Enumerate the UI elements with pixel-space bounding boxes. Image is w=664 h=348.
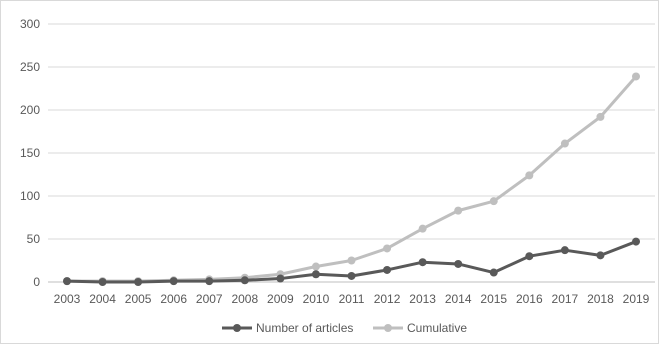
data-point-number-of-articles: [347, 271, 356, 280]
data-point-cumulative: [489, 197, 498, 206]
data-point-number-of-articles: [560, 246, 569, 255]
x-tick-label: 2007: [196, 292, 223, 306]
data-point-cumulative: [454, 206, 463, 215]
y-tick-label: 50: [27, 232, 41, 246]
data-point-number-of-articles: [596, 251, 605, 260]
legend-label-number-of-articles: Number of articles: [256, 321, 353, 335]
data-point-number-of-articles: [418, 258, 427, 267]
data-point-cumulative: [418, 224, 427, 233]
x-tick-label: 2006: [160, 292, 187, 306]
data-point-number-of-articles: [240, 276, 249, 285]
x-tick-label: 2018: [587, 292, 614, 306]
x-tick-label: 2014: [445, 292, 472, 306]
data-point-cumulative: [596, 112, 605, 121]
data-point-number-of-articles: [383, 265, 392, 274]
x-tick-label: 2017: [552, 292, 579, 306]
y-tick-label: 0: [33, 275, 40, 289]
data-point-cumulative: [560, 139, 569, 148]
data-point-cumulative: [311, 262, 320, 271]
x-tick-label: 2003: [54, 292, 81, 306]
data-point-number-of-articles: [134, 278, 143, 286]
x-tick-label: 2016: [516, 292, 543, 306]
x-tick-label: 2015: [480, 292, 507, 306]
data-point-number-of-articles: [525, 252, 534, 261]
x-tick-label: 2004: [89, 292, 116, 306]
y-tick-label: 300: [20, 17, 40, 31]
data-point-cumulative: [383, 244, 392, 253]
data-point-cumulative: [632, 72, 640, 81]
x-tick-label: 2019: [623, 292, 650, 306]
x-tick-label: 2013: [409, 292, 436, 306]
x-tick-label: 2005: [125, 292, 152, 306]
data-point-cumulative: [347, 256, 356, 265]
data-point-number-of-articles: [169, 277, 178, 286]
legend-label-cumulative: Cumulative: [407, 321, 467, 335]
data-point-number-of-articles: [205, 277, 214, 286]
legend-marker-cumulative: [384, 324, 392, 332]
y-tick-label: 200: [20, 103, 40, 117]
y-tick-label: 150: [20, 146, 40, 160]
data-point-number-of-articles: [276, 274, 285, 283]
x-tick-label: 2008: [231, 292, 258, 306]
data-point-number-of-articles: [63, 277, 71, 286]
y-tick-label: 100: [20, 189, 40, 203]
x-tick-label: 2010: [303, 292, 330, 306]
x-tick-label: 2011: [339, 292, 365, 306]
x-tick-label: 2009: [267, 292, 294, 306]
data-point-number-of-articles: [632, 237, 640, 246]
data-point-number-of-articles: [489, 268, 498, 277]
y-tick-label: 250: [20, 60, 40, 74]
x-tick-label: 2012: [374, 292, 401, 306]
data-point-number-of-articles: [98, 278, 107, 286]
data-point-cumulative: [525, 171, 534, 180]
data-point-number-of-articles: [454, 259, 463, 268]
legend-marker-number-of-articles: [233, 324, 241, 332]
data-point-number-of-articles: [311, 270, 320, 279]
series-line-cumulative: [67, 75, 638, 283]
